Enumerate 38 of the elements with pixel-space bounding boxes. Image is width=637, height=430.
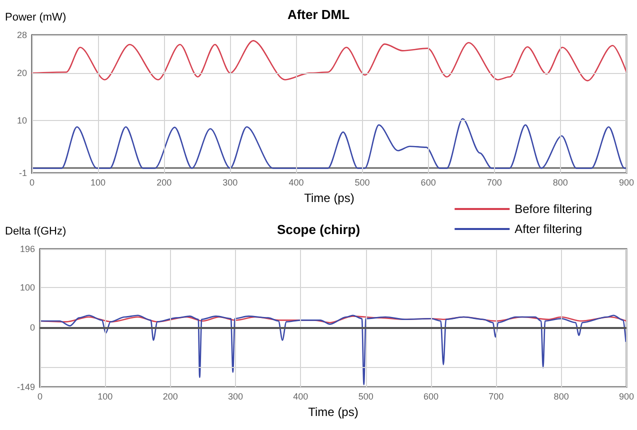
x-tick-label: 900 xyxy=(618,178,634,188)
x-tick-label: 800 xyxy=(552,178,568,188)
y-axis-title: Power (mW) xyxy=(5,12,66,24)
x-tick-label: 500 xyxy=(358,392,374,402)
x-tick-label: 900 xyxy=(618,392,634,402)
x-tick-label: 700 xyxy=(488,392,504,402)
x-tick-label: 300 xyxy=(228,392,244,402)
y-tick-label: 20 xyxy=(16,68,27,78)
y-tick-label: -149 xyxy=(16,382,35,392)
chart-title: After DML xyxy=(287,7,350,22)
chart-title: Scope (chirp) xyxy=(276,222,360,237)
x-tick-label: 300 xyxy=(222,178,238,188)
x-tick-label: 400 xyxy=(293,392,308,402)
x-axis-title: Time (ps) xyxy=(308,404,358,419)
x-tick-label: 100 xyxy=(98,392,113,402)
legend-label: After filtering xyxy=(514,222,582,236)
x-tick-label: 500 xyxy=(354,178,370,188)
x-tick-label: 200 xyxy=(162,392,178,402)
x-tick-label: 100 xyxy=(90,178,106,188)
x-tick-label: 400 xyxy=(288,178,304,188)
x-tick-label: 700 xyxy=(486,178,502,188)
line-series xyxy=(31,40,628,82)
x-tick-label: 600 xyxy=(423,392,439,402)
y-tick-label: 10 xyxy=(16,116,27,126)
x-tick-label: 0 xyxy=(37,392,43,402)
x-tick-label: 800 xyxy=(554,392,569,402)
y-axis-title: Delta f(GHz) xyxy=(5,226,66,238)
x-axis-title: Time (ps) xyxy=(304,190,354,205)
y-tick-label: 100 xyxy=(20,282,35,292)
line-series xyxy=(39,314,626,386)
x-tick-label: 600 xyxy=(420,178,436,188)
y-tick-label: 28 xyxy=(16,30,27,40)
line-series xyxy=(31,118,628,169)
x-tick-label: 200 xyxy=(156,178,172,188)
y-tick-label: 0 xyxy=(30,322,35,332)
legend-label: Before filtering xyxy=(514,202,592,216)
y-tick-label: -1 xyxy=(18,168,27,178)
y-tick-label: 196 xyxy=(20,244,35,254)
